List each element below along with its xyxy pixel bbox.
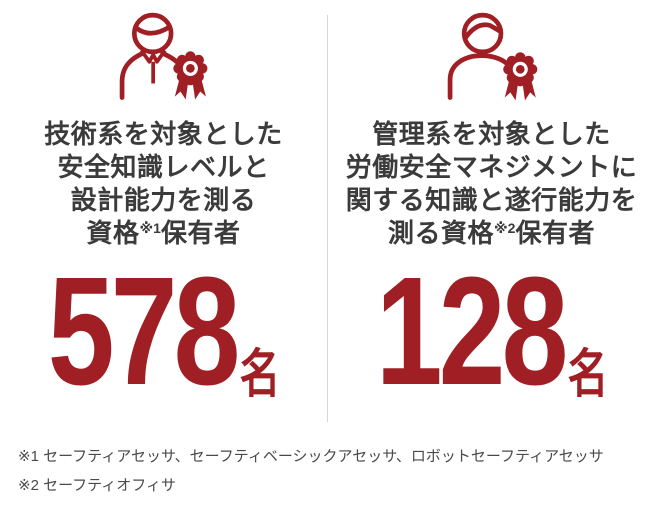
- footnote-ref-2: ※2: [494, 220, 516, 236]
- person-with-ribbon-badge-icon: [115, 10, 213, 108]
- title-text: 保有者: [160, 218, 241, 248]
- vertical-divider: [327, 15, 328, 422]
- stat-panels: 技術系を対象とした 安全知識レベルと 設計能力を測る 資格※1保有者 578 名: [0, 10, 655, 422]
- title-line: 関する知識と遂行能力を: [345, 185, 638, 215]
- panel-title-management: 管理系を対象とした 労働安全マネジメントに 関する知識と遂行能力を 測る資格※2…: [346, 118, 638, 250]
- count-value: 128: [375, 245, 568, 417]
- title-text: 保有者: [515, 218, 595, 248]
- footnotes: ※1 セーフティアセッサ、セーフティベーシックアセッサ、ロボットセーフティアセッ…: [18, 442, 655, 500]
- title-line: 測る資格※2保有者: [346, 217, 638, 250]
- footnote-ref-1: ※1: [139, 220, 161, 236]
- title-line: 安全知識レベルと: [57, 152, 270, 182]
- title-line: 技術系を対象とした: [44, 119, 283, 149]
- panel-technical-qualification: 技術系を対象とした 安全知識レベルと 設計能力を測る 資格※1保有者 578 名: [0, 10, 327, 422]
- title-line: 管理系を対象とした: [372, 119, 611, 149]
- holder-count-management: 128 名: [375, 245, 607, 417]
- count-unit: 名: [239, 346, 280, 404]
- title-text: 測る資格: [388, 218, 495, 248]
- title-text: 資格: [86, 218, 140, 248]
- count-unit: 名: [567, 346, 608, 404]
- title-line: 資格※1保有者: [44, 217, 283, 250]
- holder-count-technical: 578 名: [47, 245, 279, 417]
- footnote-2: ※2 セーフティオフィサ: [18, 477, 176, 494]
- panel-management-qualification: 管理系を対象とした 労働安全マネジメントに 関する知識と遂行能力を 測る資格※2…: [328, 10, 655, 422]
- person-with-ribbon-badge-icon: [443, 10, 541, 108]
- title-line: 労働安全マネジメントに: [345, 152, 638, 182]
- count-value: 578: [47, 245, 240, 417]
- title-line: 設計能力を測る: [70, 185, 257, 215]
- footnote-1: ※1 セーフティアセッサ、セーフティベーシックアセッサ、ロボットセーフティアセッ…: [18, 448, 604, 465]
- panel-title-technical: 技術系を対象とした 安全知識レベルと 設計能力を測る 資格※1保有者: [44, 118, 283, 250]
